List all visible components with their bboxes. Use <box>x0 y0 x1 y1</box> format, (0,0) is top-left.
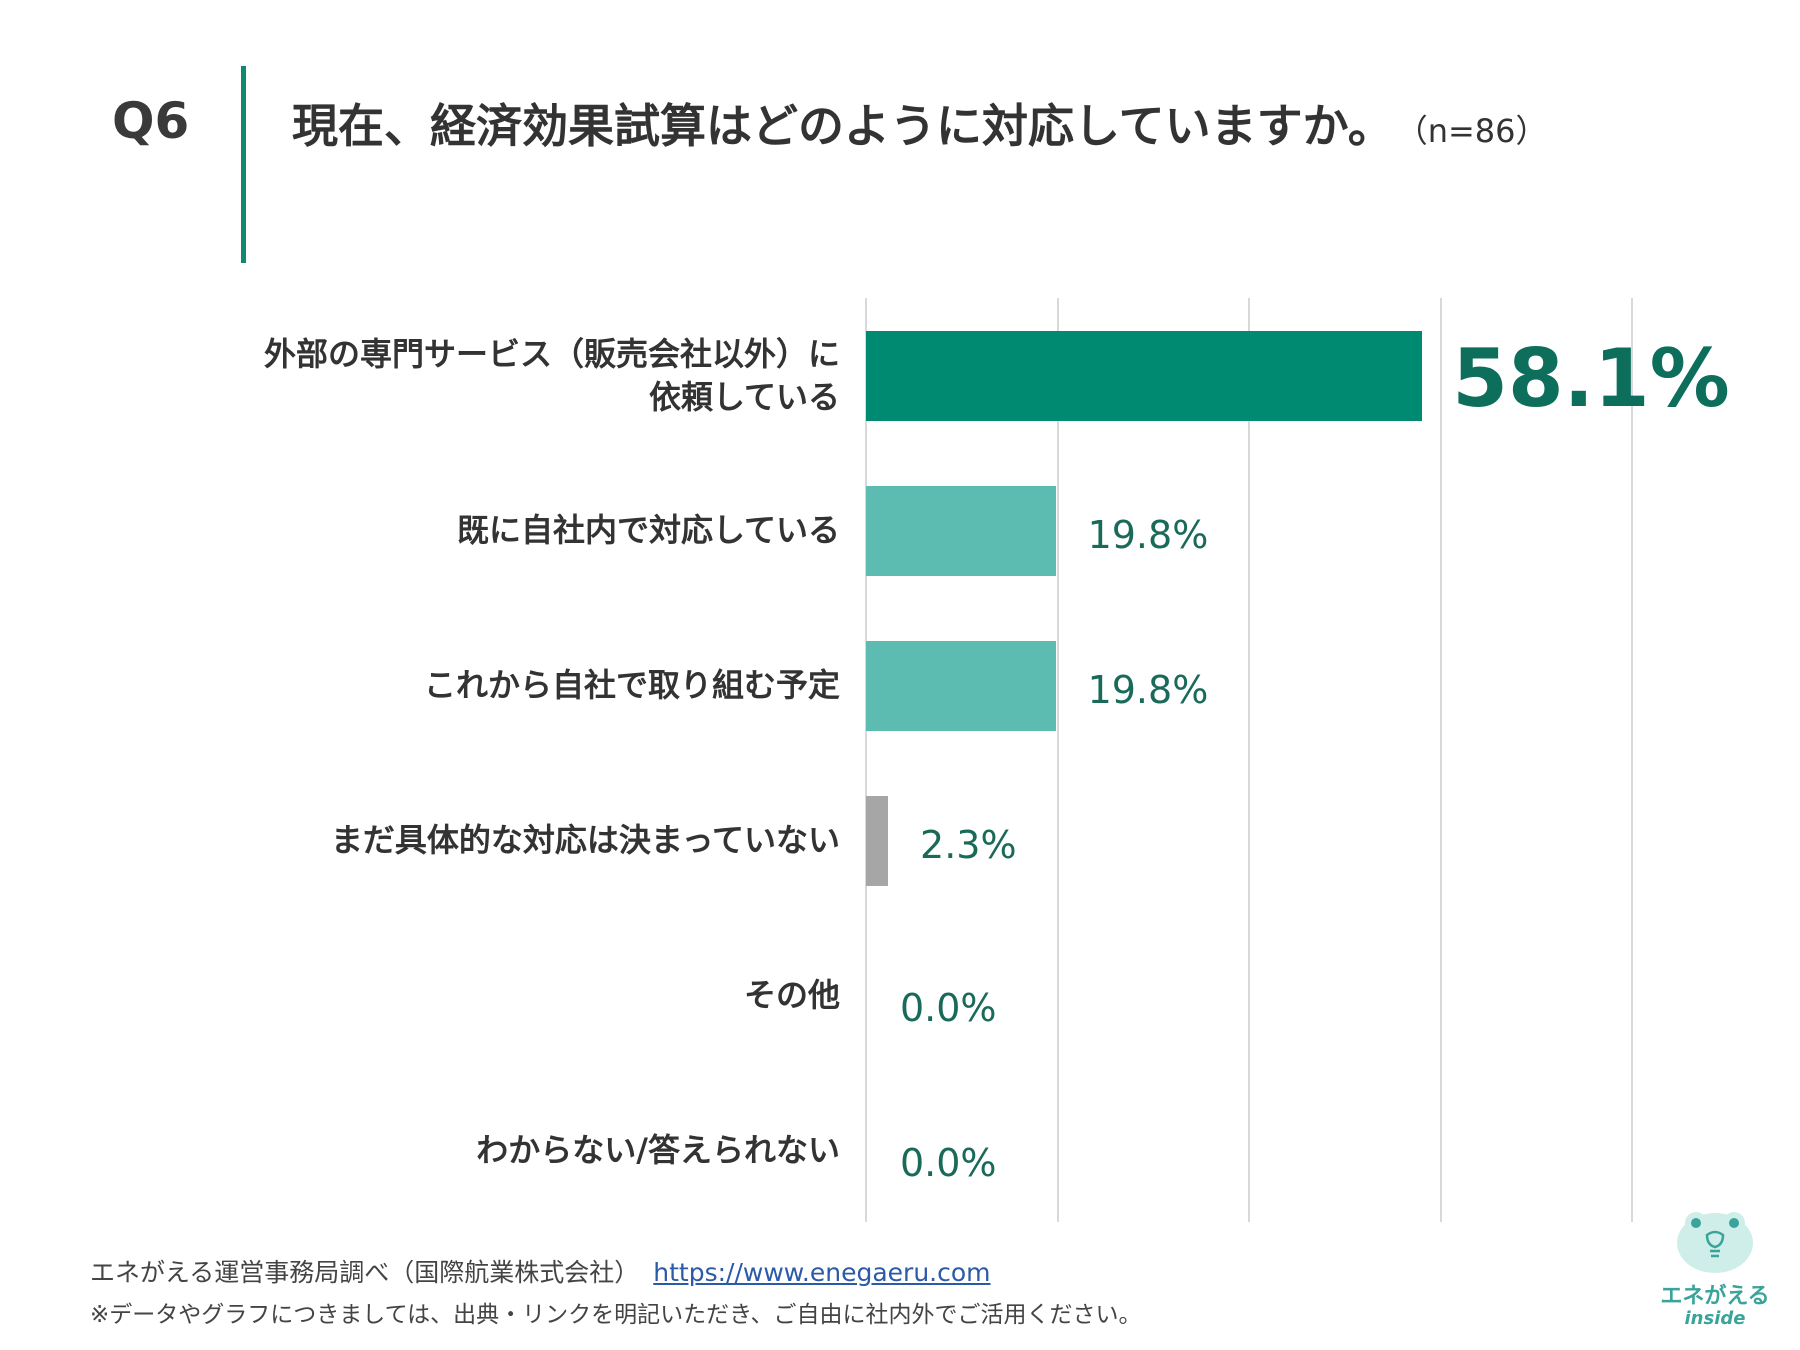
bar-0 <box>866 331 1423 421</box>
category-label-5: わからない/答えられない <box>476 1131 840 1170</box>
source-link[interactable]: https://www.enegaeru.com <box>653 1258 991 1287</box>
usage-note: ※データやグラフにつきましては、出典・リンクを明記いただき、ご自由に社内外でご活… <box>90 1302 1142 1328</box>
gridline-2 <box>1248 298 1250 1222</box>
gridline-3 <box>1439 298 1442 1222</box>
source-line: エネがえる運営事務局調べ（国際航業株式会社） https://www.enegae… <box>90 1253 1590 1289</box>
category-label-0: 外部の専門サービス（販売会社以外）に 依頼している <box>263 334 840 416</box>
bar-2 <box>866 641 1056 731</box>
value-label-4: 0.0% <box>900 986 997 1030</box>
question-number: Q6 <box>112 92 190 150</box>
value-label-0: 58.1% <box>1452 332 1730 425</box>
frog-bulb-logo-icon <box>1677 1212 1753 1273</box>
logo-sub: inside <box>1684 1308 1746 1329</box>
chart-title: 現在、経済効果試算はどのように対応していますか。 <box>292 99 1394 153</box>
gridline-1 <box>1056 298 1059 1222</box>
footer: エネがえる運営事務局調べ（国際航業株式会社） https://www.enegae… <box>90 1253 1590 1329</box>
title-row: 現在、経済効果試算はどのように対応していますか。 （n=86） <box>292 90 1732 156</box>
value-label-5: 0.0% <box>900 1141 997 1185</box>
category-label-1: 既に自社内で対応している <box>456 511 840 550</box>
source-text: エネがえる運営事務局調べ（国際航業株式会社） <box>90 1258 640 1287</box>
category-label-2: これから自社で取り組む予定 <box>423 666 840 705</box>
category-label-4: その他 <box>743 976 840 1015</box>
category-label-3: まだ具体的な対応は決まっていない <box>330 821 840 860</box>
value-label-1: 19.8% <box>1087 513 1209 557</box>
sample-size: （n=86） <box>1411 112 1548 150</box>
bar-1 <box>866 486 1056 576</box>
header-divider <box>241 66 246 263</box>
value-label-3: 2.3% <box>920 823 1017 867</box>
gridline-0 <box>865 298 867 1222</box>
bar-3 <box>866 796 889 886</box>
gridline-4 <box>1631 298 1633 1222</box>
value-label-2: 19.8% <box>1087 668 1209 712</box>
logo-name: エネがえる <box>1660 1284 1770 1309</box>
